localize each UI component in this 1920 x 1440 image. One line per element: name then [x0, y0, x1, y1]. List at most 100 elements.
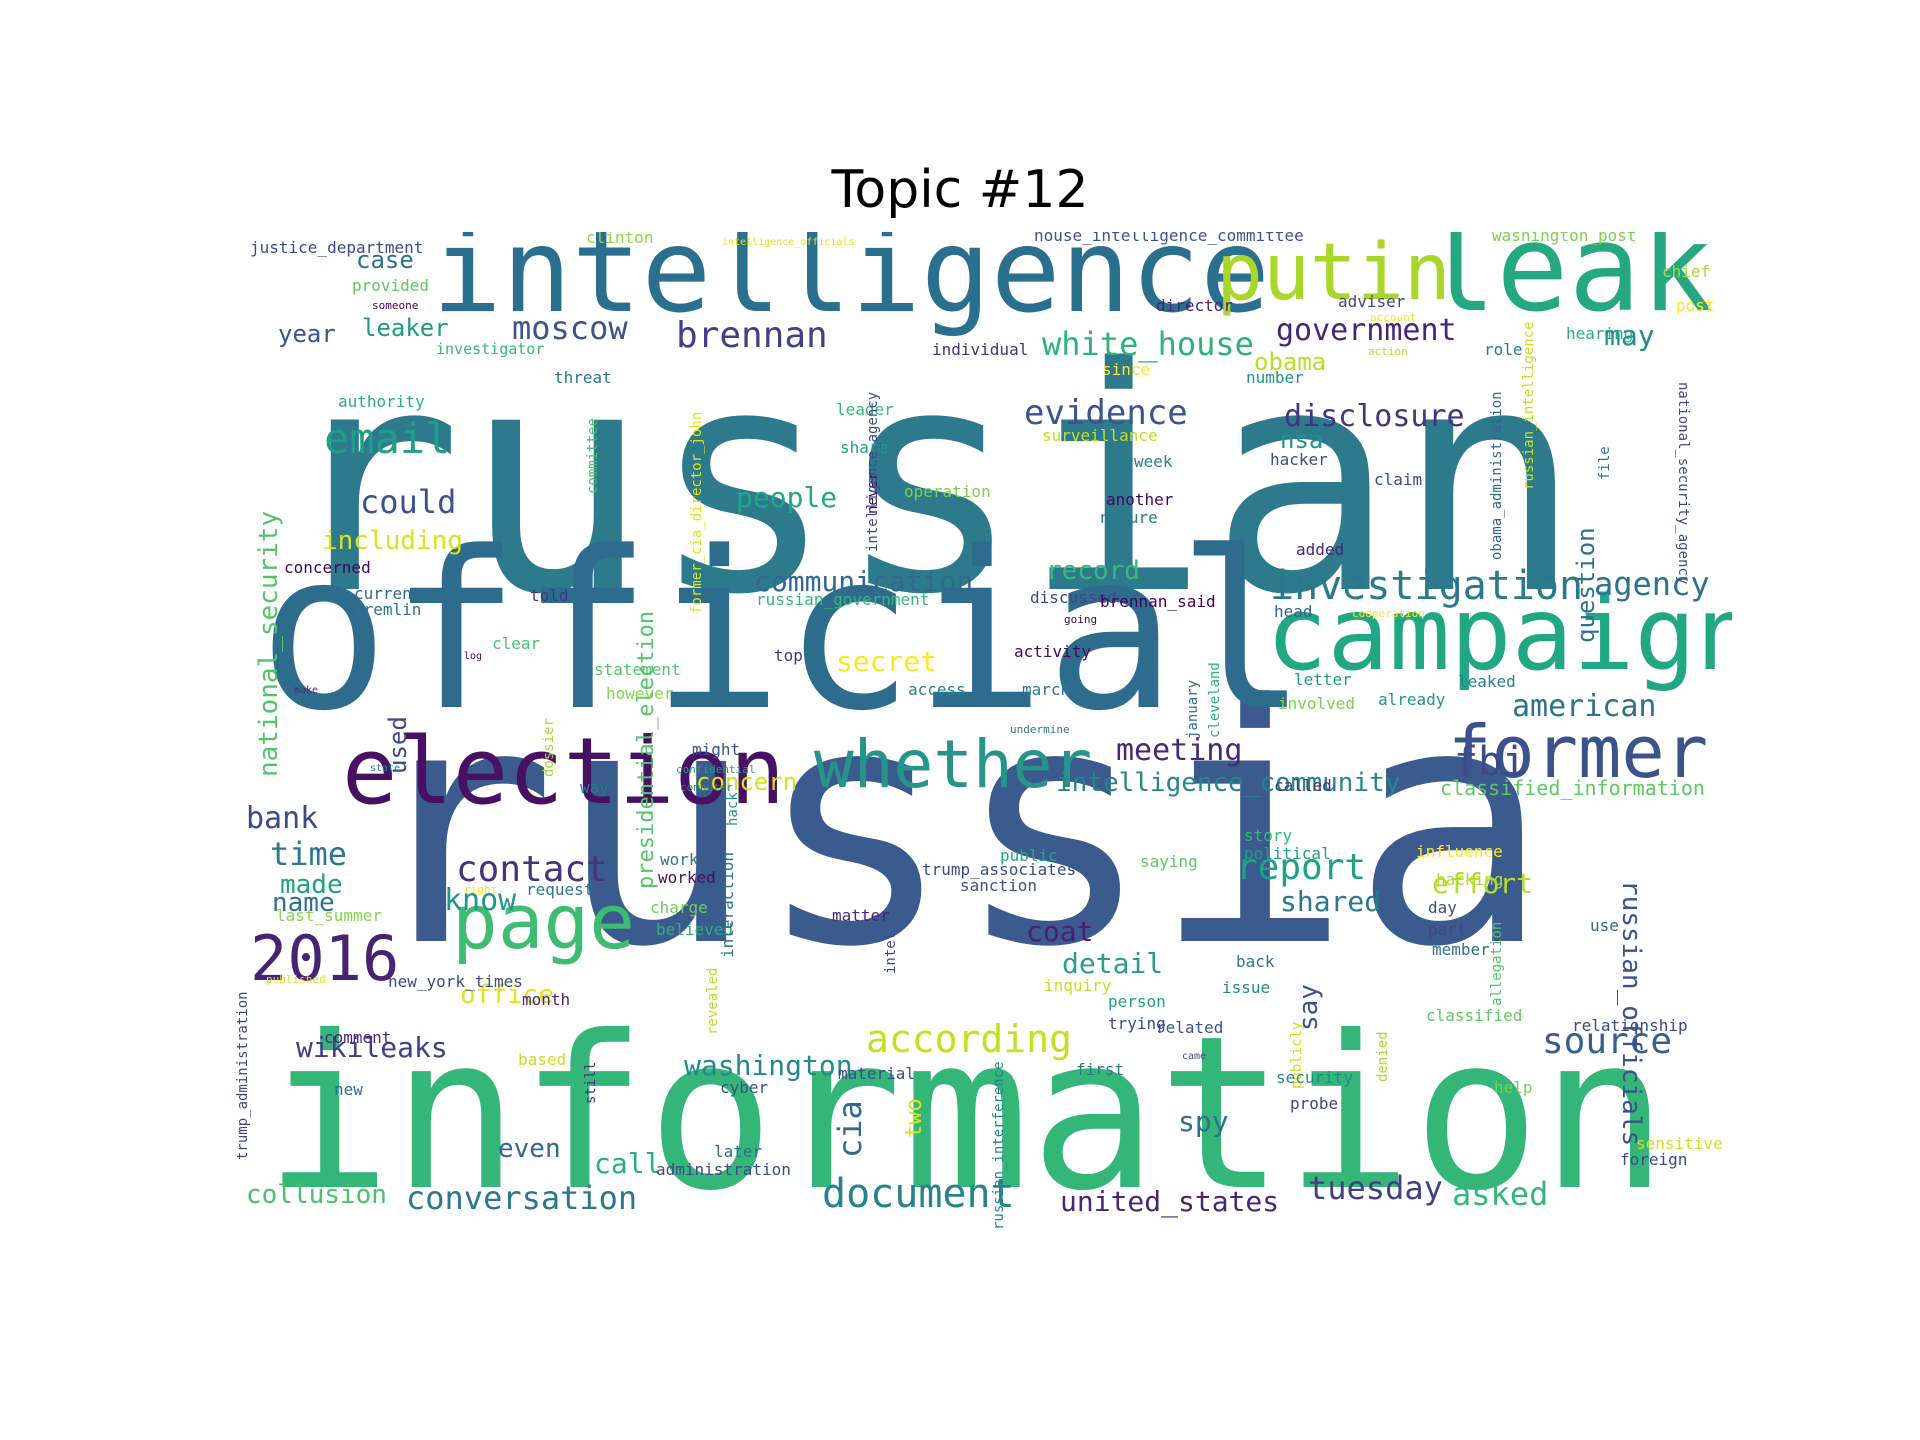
word-clear: clear — [492, 634, 541, 653]
word-worked: worked — [658, 868, 716, 887]
word-nature: nature — [1100, 508, 1158, 527]
word-source: source — [1542, 1021, 1673, 1062]
word-coat: coat — [1026, 915, 1094, 948]
word-political: political — [1244, 844, 1331, 863]
word-concerned: concerned — [284, 558, 371, 577]
word-state: state — [370, 763, 401, 774]
word-kremlin: kremlin — [354, 600, 422, 619]
word-saying: saying — [1140, 852, 1198, 871]
word-contact: contact — [456, 849, 608, 890]
word-based: based — [518, 1050, 567, 1069]
word-operation: operation — [904, 482, 991, 501]
word-classified: classified — [1426, 1006, 1523, 1025]
word-trump-associates: trump_associates — [922, 860, 1077, 879]
word-computer: computer — [680, 781, 733, 794]
word-hack: hack — [725, 791, 741, 826]
word-moscow: moscow — [512, 309, 628, 347]
word-trying: trying — [1108, 1014, 1166, 1033]
word-charge: charge — [650, 898, 708, 917]
word-russian-government: russian_government — [756, 590, 930, 609]
word-still: still — [583, 1061, 599, 1104]
word-might: might — [692, 740, 741, 759]
word-since: since — [1102, 360, 1151, 379]
word-case: case — [356, 246, 414, 274]
word-document: document — [822, 1171, 1015, 1217]
word-meeting: meeting — [1116, 733, 1243, 768]
word-chief: chief — [1662, 262, 1711, 281]
word-fbi: fbi — [1454, 739, 1527, 785]
word-share: share — [840, 438, 889, 457]
word-new: new — [334, 1080, 363, 1099]
word-according: according — [866, 1017, 1072, 1061]
word-office: office — [460, 980, 554, 1010]
word-public: public — [1000, 846, 1058, 865]
word-undermine: undermine — [1010, 723, 1070, 736]
word-month: month — [522, 990, 571, 1009]
word-threat: threat — [554, 368, 612, 387]
word-house-intelligence-committee: house_intelligence_committee — [1034, 232, 1304, 245]
word-former-cia-director-john: former_cia_director_john — [689, 411, 705, 614]
word-cyber: cyber — [720, 1078, 769, 1097]
word-provided: provided — [352, 276, 430, 295]
word-allegation: allegation — [1489, 921, 1505, 1006]
word-hacking: hacking — [1436, 870, 1504, 889]
word-trump-administration: trump_administration — [236, 991, 251, 1160]
word-official: official — [258, 506, 1308, 759]
word-leaker: leaker — [362, 314, 449, 342]
word-story: story — [1244, 826, 1293, 845]
word-white-house: white_house — [1042, 325, 1254, 363]
word-two: two — [902, 1097, 927, 1138]
word-may: may — [1604, 319, 1655, 352]
word-people: people — [736, 481, 838, 514]
word-related: related — [1156, 1018, 1224, 1037]
word-individual: individual — [932, 340, 1029, 359]
word-probe: probe — [1290, 1094, 1339, 1113]
word-number: number — [1246, 368, 1304, 387]
word-foreign: foreign — [1620, 1150, 1688, 1169]
word-influence: influence — [1416, 842, 1503, 861]
word-russian-interference: russian_interference — [991, 1061, 1007, 1230]
word-russian-intelligence: russian_intelligence — [1521, 321, 1537, 490]
word-access: access — [908, 680, 966, 699]
word-investigator: investigator — [436, 340, 545, 358]
word-came: came — [1182, 1051, 1207, 1062]
word-right: right — [464, 883, 498, 896]
word-activity: activity — [1014, 642, 1092, 661]
word-nsa: nsa — [1280, 426, 1324, 454]
word-tuesday: tuesday — [1308, 1169, 1443, 1207]
page-title: Topic #12 — [831, 160, 1089, 220]
word-conversation: conversation — [406, 1179, 638, 1217]
word-called: called — [1274, 776, 1332, 795]
word-former: former — [1448, 710, 1709, 794]
word-person: person — [1108, 992, 1166, 1011]
word-information: information — [264, 990, 1668, 1232]
word-communication: communication — [754, 565, 974, 598]
word-year: year — [278, 320, 336, 348]
word-director: director — [1156, 296, 1234, 315]
word-detail: detail — [1062, 947, 1164, 980]
word-help: help — [1494, 1078, 1533, 1097]
word-claim: claim — [1374, 470, 1423, 489]
word-cia: cia — [831, 1099, 869, 1158]
word-log: log — [464, 651, 483, 662]
word-brennan: brennan — [676, 315, 828, 356]
word-know: know — [444, 883, 517, 918]
word-cleveland: cleveland — [1207, 661, 1223, 738]
word-request: request — [526, 880, 594, 899]
word-file: file — [1597, 445, 1613, 480]
word-back: back — [1236, 952, 1275, 971]
word-could: could — [360, 483, 457, 521]
word-page: page — [452, 877, 636, 966]
word-account: account — [1370, 311, 1417, 324]
word-2016: 2016 — [250, 922, 400, 995]
word-national-security: national_security — [254, 511, 284, 778]
word-first: first — [1076, 1060, 1125, 1079]
word-new-york-times: new_york_times — [388, 972, 523, 991]
word-effort: effort — [1432, 867, 1534, 900]
word-justice-department: justice_department — [250, 238, 424, 257]
word-email: email — [324, 414, 451, 463]
word-told: told — [530, 586, 569, 605]
word-member: member — [1432, 940, 1490, 959]
word-cloud: russian russia official information intellig… — [236, 232, 1732, 1232]
word-way: way — [580, 778, 609, 797]
